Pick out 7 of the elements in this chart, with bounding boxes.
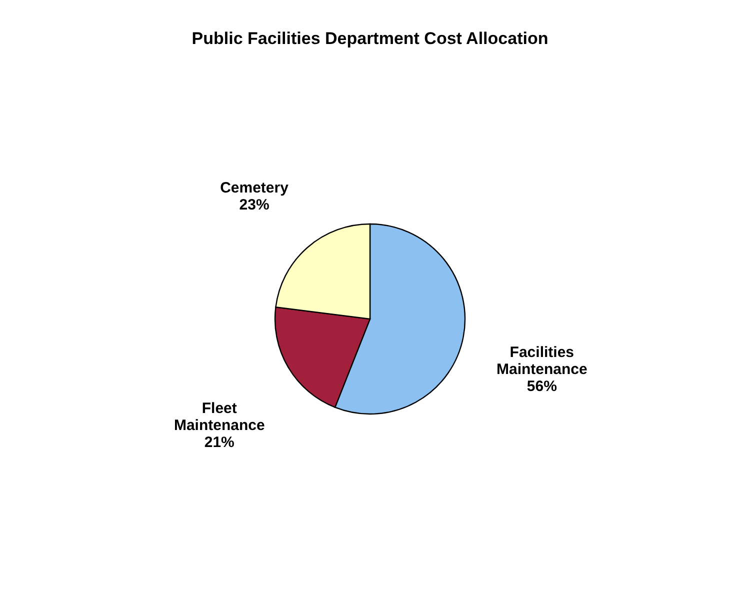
chart-title: Public Facilities Department Cost Allocation [192, 29, 548, 48]
data-label: 23% [239, 196, 270, 214]
slice-label: Cemetery [220, 180, 290, 197]
data-label: 56% [526, 378, 557, 395]
data-label: 21% [204, 434, 234, 452]
slice-label: Facilities Maintenance [496, 344, 588, 378]
slice-label: Fleet Maintenance [174, 400, 265, 434]
